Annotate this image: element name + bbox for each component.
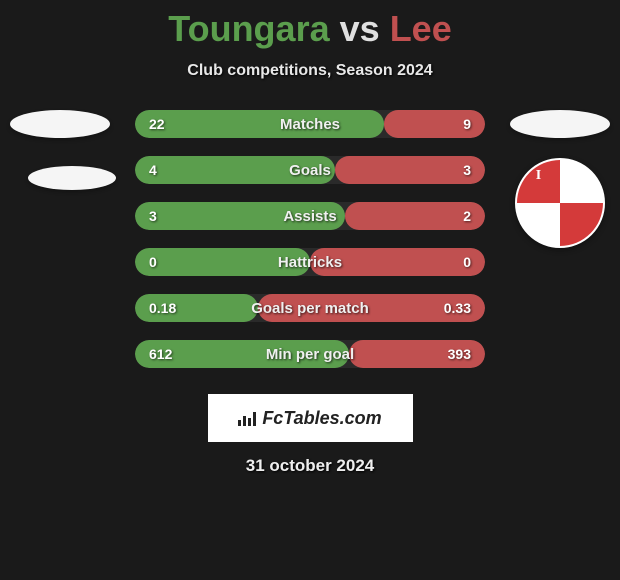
team-b-shield-icon: I: [515, 158, 605, 248]
player-b-name: Lee: [390, 8, 452, 49]
shield-quadrant-br: [560, 203, 603, 246]
shield-letter: I: [517, 168, 560, 184]
subtitle: Club competitions, Season 2024: [0, 62, 620, 80]
comparison-title: Toungara vs Lee: [0, 0, 620, 50]
team-a-ellipse-1: [10, 110, 110, 138]
stat-row: 612393Min per goal: [135, 340, 485, 368]
chart-icon: [238, 410, 258, 426]
stat-label: Assists: [135, 208, 485, 225]
team-a-ellipse-2: [28, 166, 116, 190]
date-label: 31 october 2024: [0, 456, 620, 476]
stat-label: Min per goal: [135, 346, 485, 363]
footer-brand-text: FcTables.com: [262, 408, 381, 429]
stat-label: Goals per match: [135, 300, 485, 317]
stat-row: 0.180.33Goals per match: [135, 294, 485, 322]
footer-brand-badge[interactable]: FcTables.com: [208, 394, 413, 442]
stat-row: 00Hattricks: [135, 248, 485, 276]
player-a-name: Toungara: [168, 8, 329, 49]
vs-text: vs: [340, 8, 380, 49]
stat-label: Matches: [135, 116, 485, 133]
team-b-ellipse: [510, 110, 610, 138]
stat-row: 43Goals: [135, 156, 485, 184]
stats-container: I 229Matches 43Goals 32Assists 00Hattricks 0…: [0, 110, 620, 368]
stat-row: 32Assists: [135, 202, 485, 230]
team-logo-left: [10, 110, 110, 190]
stat-row: 229Matches: [135, 110, 485, 138]
stat-bars: 229Matches 43Goals 32Assists 00Hattricks 0.1…: [135, 110, 485, 368]
stat-label: Hattricks: [135, 254, 485, 271]
stat-label: Goals: [135, 162, 485, 179]
team-logo-right: I: [510, 110, 610, 248]
